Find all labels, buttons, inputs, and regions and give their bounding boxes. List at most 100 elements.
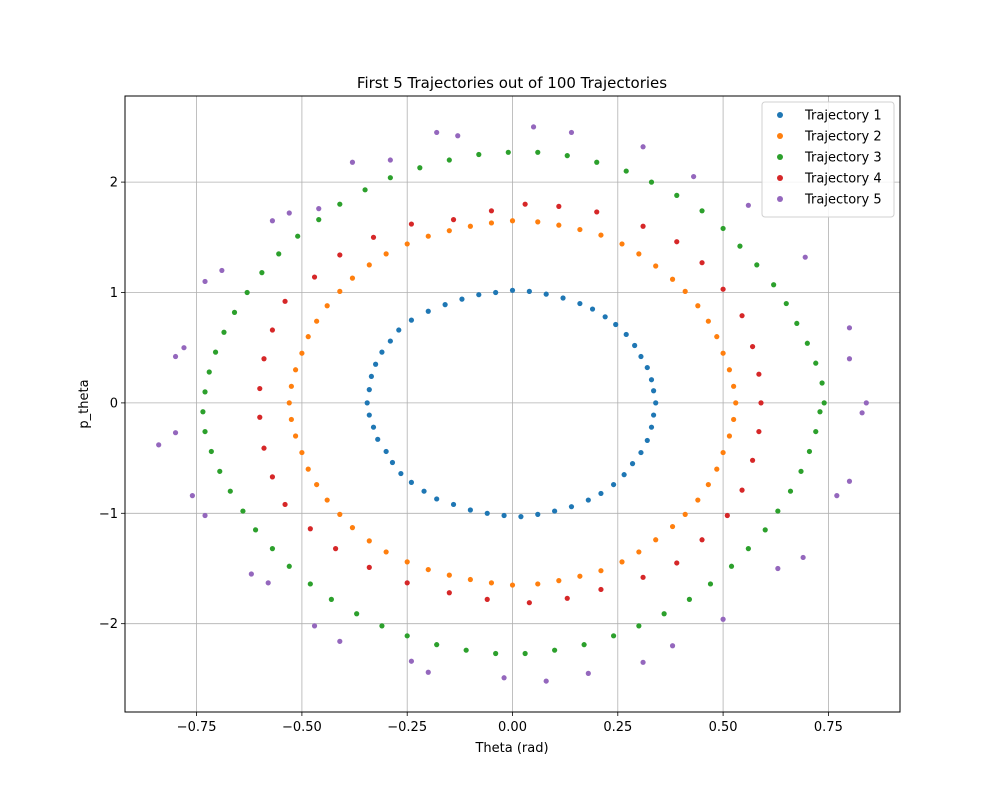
data-point <box>813 428 819 435</box>
data-point <box>720 350 726 356</box>
data-point <box>366 564 372 570</box>
data-point <box>408 221 415 227</box>
data-point <box>172 353 179 360</box>
data-point <box>610 481 617 488</box>
data-point <box>467 576 473 583</box>
data-point <box>632 342 638 349</box>
data-point <box>231 309 238 315</box>
data-point <box>859 410 865 416</box>
data-point <box>276 251 282 257</box>
data-point <box>653 263 659 269</box>
data-point <box>484 510 490 516</box>
data-point <box>366 538 372 544</box>
data-point <box>417 165 423 171</box>
data-point <box>535 581 541 587</box>
data-point <box>349 525 356 531</box>
y-tick-label: 2 <box>110 176 118 191</box>
data-point <box>794 320 800 327</box>
data-point <box>526 600 532 606</box>
y-tick-label: −1 <box>99 507 118 522</box>
data-point <box>674 239 680 245</box>
data-point <box>434 496 440 502</box>
data-point <box>644 437 650 444</box>
data-point <box>398 470 404 477</box>
data-point <box>577 573 583 579</box>
data-point <box>731 416 737 423</box>
data-point <box>783 300 789 307</box>
data-point <box>425 233 431 239</box>
data-point <box>282 501 288 508</box>
data-point <box>771 282 777 288</box>
data-point <box>408 317 415 323</box>
data-point <box>307 526 313 532</box>
data-point <box>669 276 676 282</box>
data-point <box>602 314 608 320</box>
data-point <box>337 201 343 207</box>
data-point <box>623 331 629 338</box>
data-point <box>299 449 305 456</box>
data-point <box>535 149 541 155</box>
data-point <box>745 546 751 552</box>
data-point <box>467 507 473 513</box>
data-point <box>560 295 566 301</box>
data-point <box>714 334 720 340</box>
data-point <box>328 596 334 602</box>
data-point <box>762 527 768 533</box>
data-point <box>699 537 705 543</box>
data-point <box>259 270 265 276</box>
data-point <box>610 633 617 639</box>
data-point <box>476 292 482 298</box>
data-point <box>724 512 730 519</box>
data-point <box>568 504 575 510</box>
data-point <box>556 203 562 209</box>
data-point <box>375 436 381 442</box>
data-point <box>543 291 549 297</box>
data-point <box>446 228 452 234</box>
data-point <box>648 377 655 383</box>
y-axis-label: p_theta <box>77 379 92 428</box>
legend-label: Trajectory 5 <box>804 193 882 208</box>
data-point <box>257 414 263 420</box>
data-point <box>404 580 410 586</box>
data-point <box>739 313 745 319</box>
legend-marker <box>777 196 783 202</box>
data-point <box>493 289 499 296</box>
data-point <box>695 497 701 503</box>
data-point <box>286 210 292 216</box>
data-point <box>337 511 343 517</box>
data-point <box>208 448 214 455</box>
data-point <box>669 643 676 649</box>
data-point <box>434 129 440 136</box>
data-point <box>269 218 276 224</box>
data-point <box>636 251 642 257</box>
data-point <box>292 367 299 373</box>
data-point <box>745 202 751 208</box>
data-point <box>863 400 869 406</box>
data-point <box>212 349 219 355</box>
data-point <box>846 356 853 362</box>
data-point <box>821 400 827 406</box>
data-point <box>366 412 372 418</box>
data-point <box>501 675 507 681</box>
data-point <box>739 487 745 493</box>
x-tick-label: 0.00 <box>498 720 527 735</box>
x-tick-label: −0.50 <box>282 720 322 735</box>
data-point <box>720 286 726 292</box>
data-point <box>425 308 431 314</box>
data-point <box>265 580 271 586</box>
data-point <box>383 448 389 455</box>
x-tick-label: −0.25 <box>387 720 427 735</box>
data-point <box>349 159 356 165</box>
x-tick-label: −0.75 <box>177 720 217 735</box>
data-point <box>686 596 693 602</box>
data-point <box>594 159 600 165</box>
data-point <box>202 428 208 435</box>
data-point <box>200 409 206 415</box>
data-point <box>568 129 575 136</box>
data-point <box>726 433 733 439</box>
data-point <box>707 581 714 587</box>
data-point <box>806 448 813 455</box>
x-tick-label: 0.50 <box>709 720 738 735</box>
data-point <box>404 241 410 247</box>
